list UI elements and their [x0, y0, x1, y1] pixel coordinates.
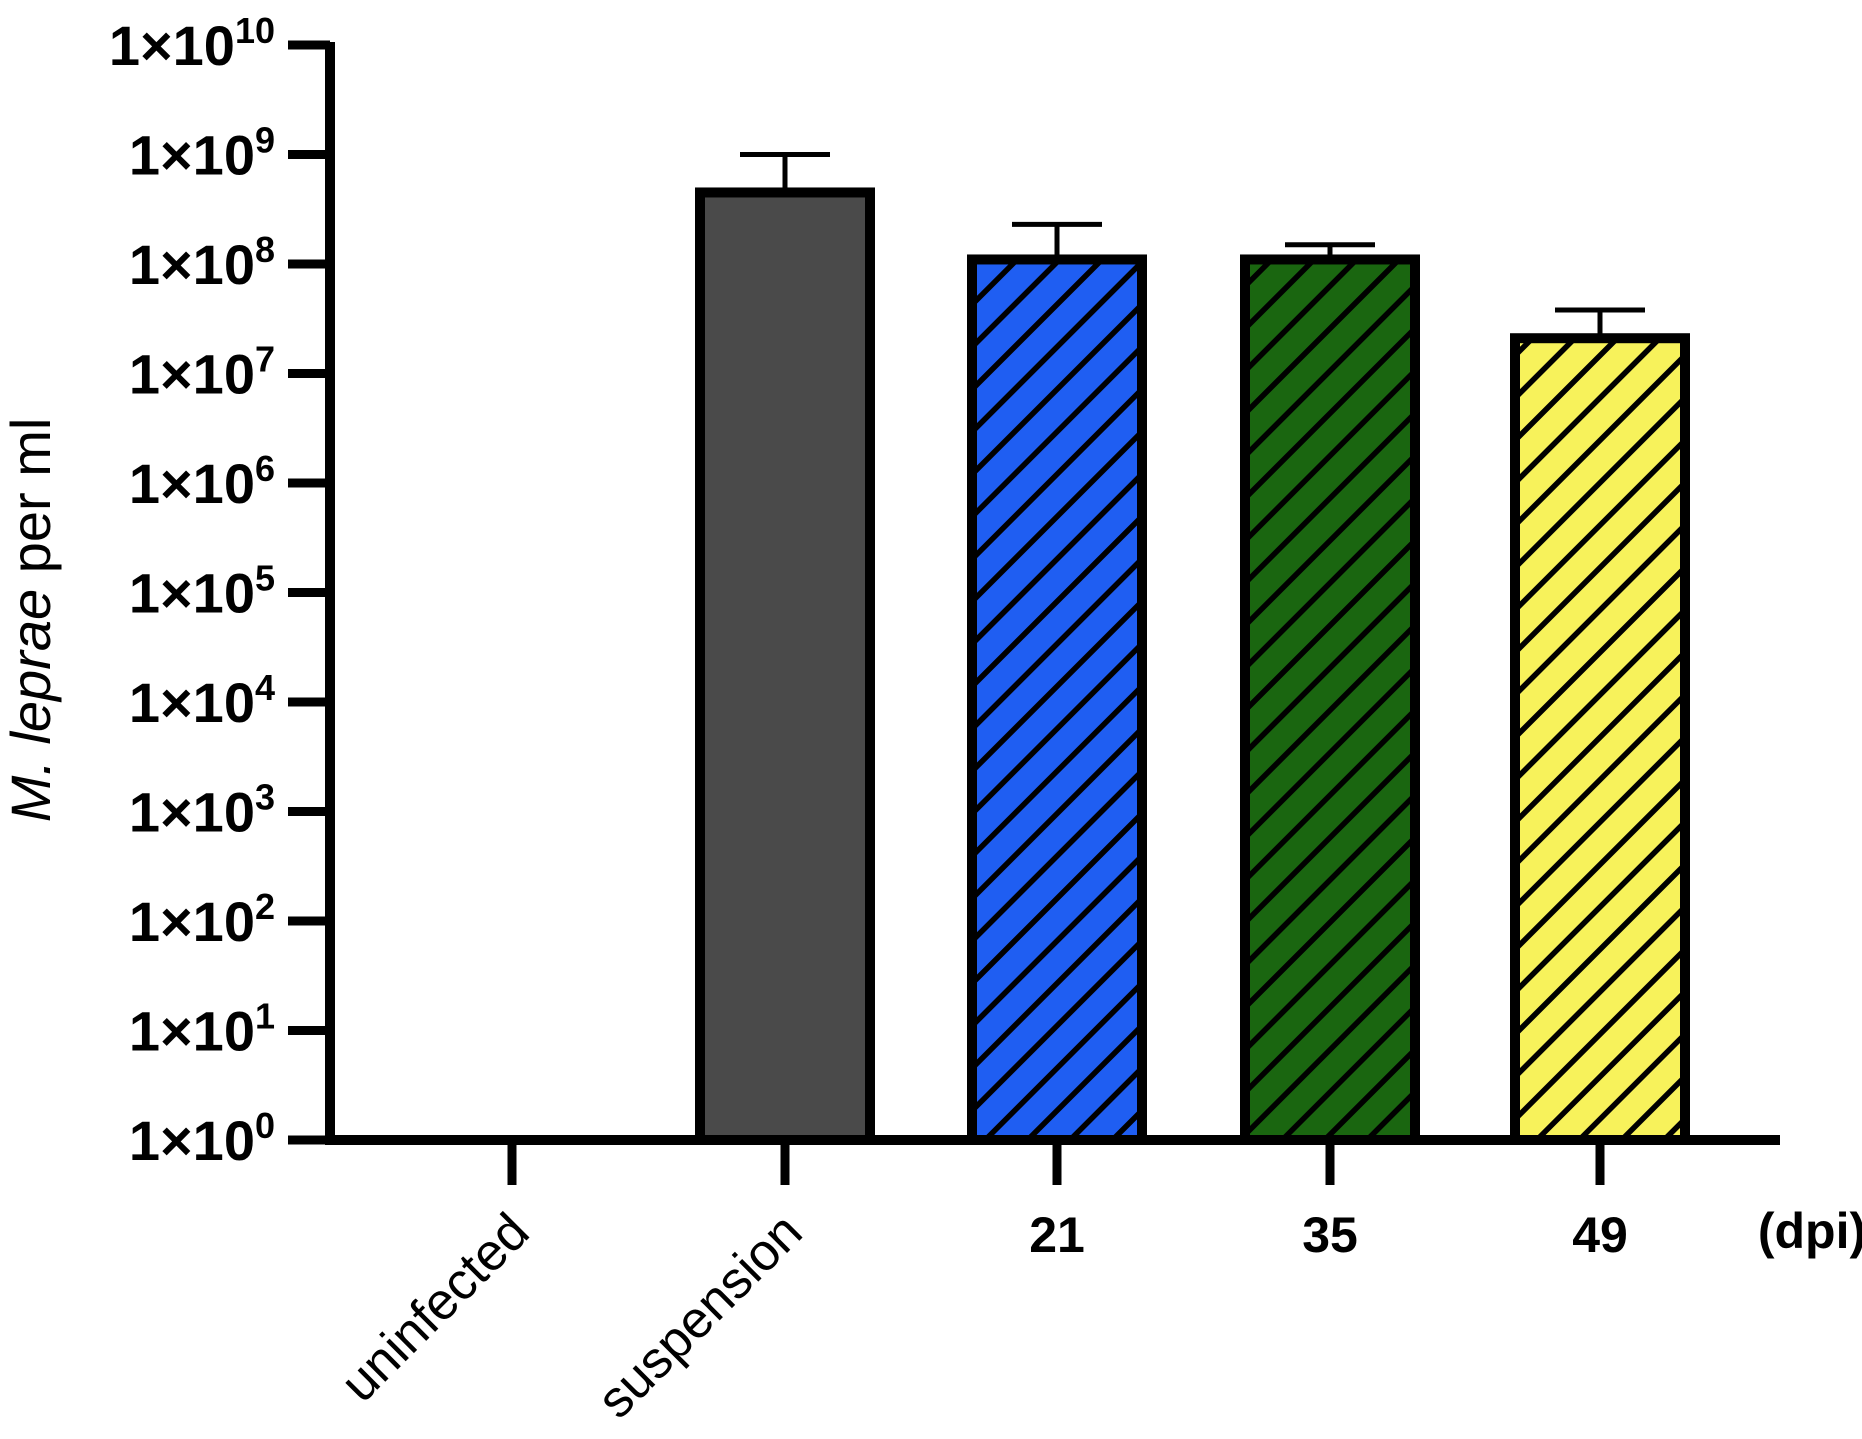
y-tick-label-exponent: 0: [255, 1105, 275, 1146]
y-tick-label-4: 1×104: [129, 667, 275, 734]
y-tick-label-exponent: 2: [255, 886, 275, 927]
y-tick-label-exponent: 3: [255, 777, 275, 818]
y-axis-label-rest: per ml: [0, 418, 62, 589]
y-tick-label-base: 1×10: [109, 14, 235, 77]
y-tick-label-7: 1×107: [129, 339, 275, 406]
y-tick-label-base: 1×10: [129, 890, 255, 953]
y-tick-label-base: 1×10: [129, 452, 255, 515]
y-tick-label-exponent: 9: [255, 120, 275, 161]
y-tick-label-base: 1×10: [129, 781, 255, 844]
y-tick-label-base: 1×10: [129, 1109, 255, 1172]
y-tick-label-2: 1×102: [129, 886, 275, 953]
y-tick-label-0: 1×100: [129, 1105, 275, 1172]
y-tick-label-1: 1×101: [129, 996, 275, 1063]
y-tick-label-base: 1×10: [129, 562, 255, 625]
y-tick-label-base: 1×10: [129, 1000, 255, 1063]
x-tick-label-49: 49: [1572, 1207, 1628, 1263]
y-axis-label-italic: M. leprae: [0, 589, 62, 822]
y-tick-label-exponent: 6: [255, 448, 275, 489]
y-tick-label-exponent: 7: [255, 339, 275, 380]
y-tick-label-exponent: 1: [255, 996, 275, 1037]
bar-suspension: [700, 192, 870, 1140]
y-tick-label-exponent: 5: [255, 558, 275, 599]
y-tick-label-base: 1×10: [129, 124, 255, 187]
y-tick-label-exponent: 4: [255, 667, 275, 708]
x-axis-label: (dpi): [1758, 1203, 1862, 1259]
x-tick-label-suspension: suspension: [586, 1202, 813, 1429]
y-tick-label-base: 1×10: [129, 233, 255, 296]
y-axis-label: M. leprae per ml: [0, 418, 62, 823]
y-tick-label-8: 1×108: [129, 229, 275, 296]
bar-hatch-49: [1515, 338, 1685, 1140]
x-tick-label-21: 21: [1029, 1207, 1085, 1263]
y-tick-label-exponent: 8: [255, 229, 275, 270]
x-tick-label-uninfected: uninfected: [330, 1202, 541, 1413]
bar-hatch-35: [1245, 259, 1415, 1140]
x-tick-label-35: 35: [1302, 1207, 1358, 1263]
y-tick-label-exponent: 10: [235, 10, 275, 51]
y-tick-label-5: 1×105: [129, 558, 275, 625]
y-tick-label-9: 1×109: [129, 120, 275, 187]
bar-hatch-21: [972, 259, 1142, 1140]
y-tick-label-3: 1×103: [129, 777, 275, 844]
y-tick-label-6: 1×106: [129, 448, 275, 515]
y-tick-label-base: 1×10: [129, 343, 255, 406]
plot-area: 1×1001×1011×1021×1031×1041×1051×1061×107…: [109, 10, 1780, 1430]
y-tick-label-base: 1×10: [129, 671, 255, 734]
y-tick-label-10: 1×1010: [109, 10, 275, 77]
